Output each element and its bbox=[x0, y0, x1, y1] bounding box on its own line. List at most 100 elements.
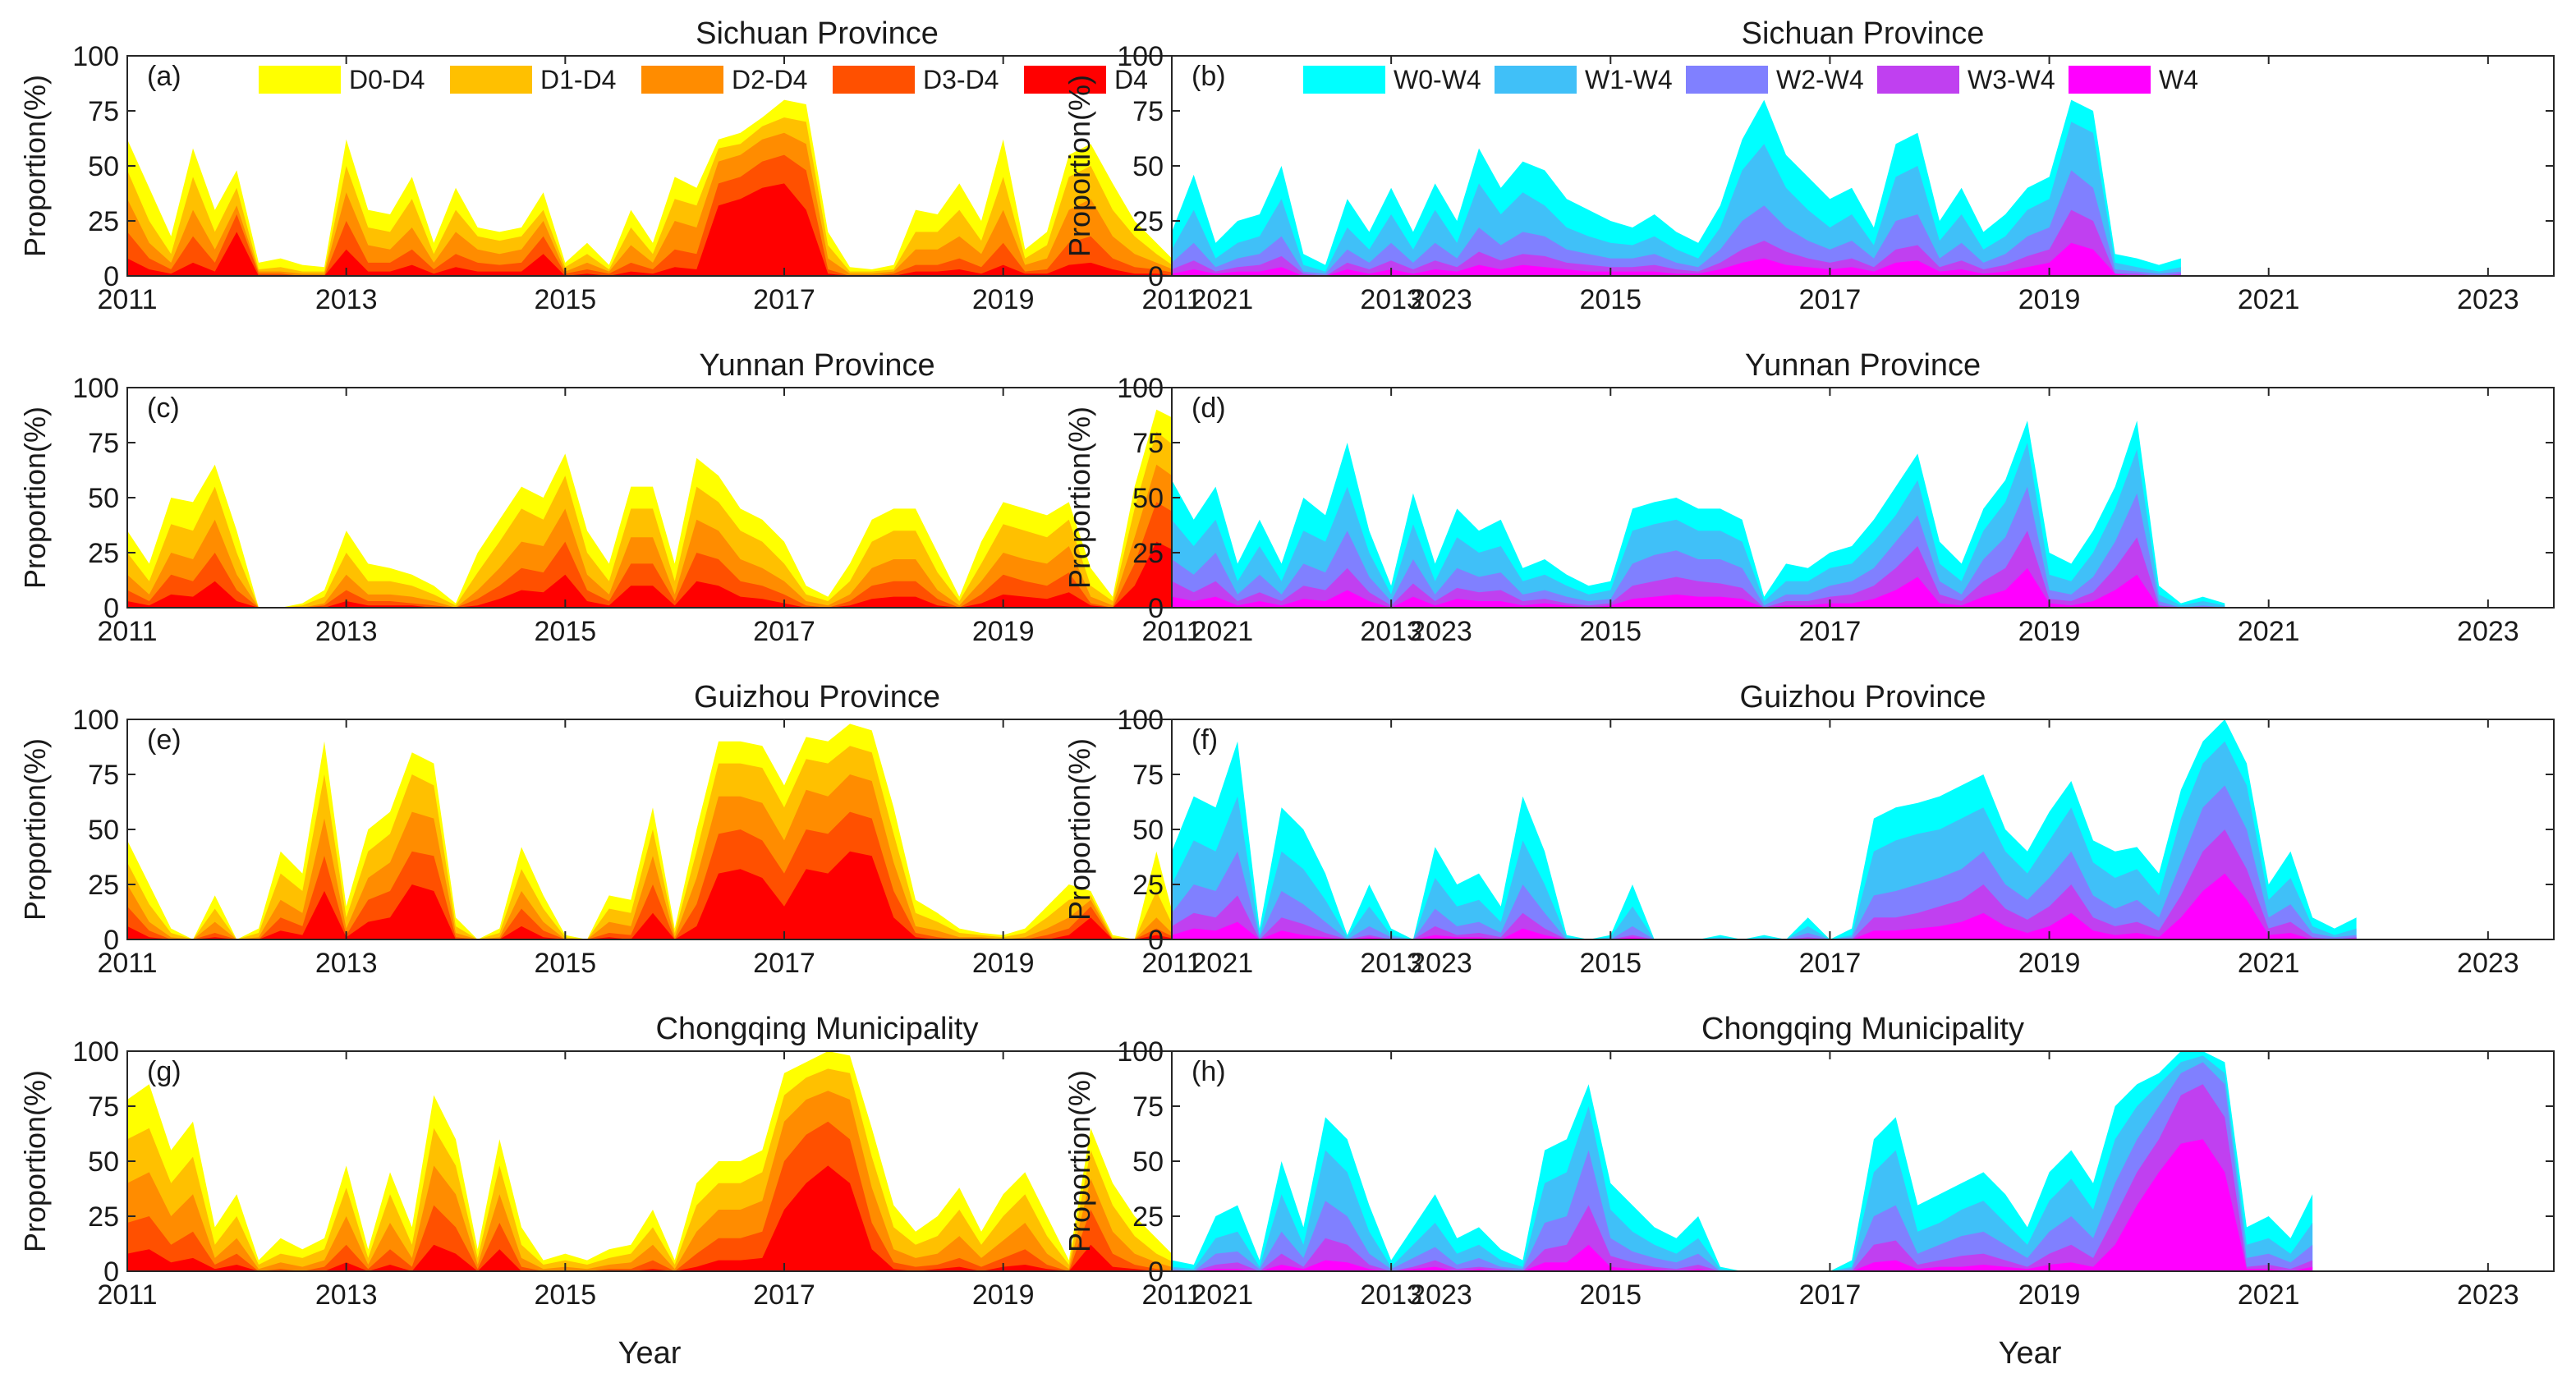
panel-f-ytick-label: 75 bbox=[1132, 760, 1164, 791]
panel-a-legend-swatch-d3-d4 bbox=[833, 66, 915, 94]
panel-a-legend-label-d3-d4: D3-D4 bbox=[923, 65, 999, 94]
panel-g-xtick-label: 2015 bbox=[535, 1279, 597, 1311]
panel-d-ytick-label: 50 bbox=[1132, 483, 1164, 514]
x-axis-label-right: Year bbox=[1999, 1336, 2062, 1371]
panel-c-xtick-label: 2013 bbox=[315, 616, 378, 647]
panel-g-area-d3-d4 bbox=[127, 1121, 1354, 1271]
panel-b-xtick-label: 2011 bbox=[1141, 284, 1201, 315]
panel-a-ytick-label: 75 bbox=[88, 96, 119, 127]
panel-g-ytick-label: 50 bbox=[88, 1146, 119, 1178]
panel-f-ytick-label: 0 bbox=[1148, 925, 1164, 956]
panel-b-legend-label-w2-w4: W2-W4 bbox=[1776, 65, 1864, 94]
panel-a-title: Sichuan Province bbox=[696, 16, 939, 51]
panel-g-xtick-label: 2011 bbox=[97, 1279, 157, 1311]
panel-b-title: Sichuan Province bbox=[1742, 16, 1985, 51]
panel-h-xtick-label: 2015 bbox=[1579, 1279, 1642, 1311]
panel-b-legend-label-w0-w4: W0-W4 bbox=[1394, 65, 1481, 94]
panel-f-xtick-label: 2011 bbox=[1141, 948, 1201, 979]
panel-h-area-w4 bbox=[1172, 1139, 2313, 1271]
panel-f: 0 25 50 75 100 2011 2013 2015 2017 2019 2021 2023 Pr… bbox=[1063, 680, 2555, 979]
panel-g-xtick-label: 2023 bbox=[1410, 1279, 1472, 1311]
panel-g-ytick-label: 100 bbox=[72, 1036, 119, 1068]
panel-h-xtick-label: 2023 bbox=[2457, 1279, 2519, 1311]
panel-b-legend-swatch-w2-w4 bbox=[1686, 66, 1768, 94]
panel-d-xtick-label: 2019 bbox=[2018, 616, 2081, 647]
panel-a-legend-label-d1-d4: D1-D4 bbox=[540, 65, 616, 94]
panel-b-legend-label-w3-w4: W3-W4 bbox=[1968, 65, 2055, 94]
panel-f-y-axis-label: Proportion(%) bbox=[1063, 738, 1096, 921]
panel-c-ytick-label: 100 bbox=[72, 373, 119, 404]
panel-h-title: Chongqing Municipality bbox=[1701, 1012, 2024, 1046]
panel-g-area-d4 bbox=[127, 1165, 1354, 1271]
panel-g-xtick-label: 2021 bbox=[1192, 1279, 1254, 1311]
panel-c-ytick-label: 25 bbox=[88, 538, 119, 569]
panel-e-xtick-label: 2013 bbox=[315, 948, 378, 979]
panel-d-xtick-label: 2013 bbox=[1360, 616, 1422, 647]
panel-b-ytick-label: 100 bbox=[1117, 41, 1164, 72]
panel-c-areas bbox=[127, 409, 1201, 608]
panel-c-ytick-label: 0 bbox=[103, 593, 119, 624]
panel-a-xtick-label: 2023 bbox=[1410, 284, 1472, 315]
panel-e-xtick-label: 2023 bbox=[1410, 948, 1472, 979]
panel-b-xtick-label: 2021 bbox=[2238, 284, 2300, 315]
panel-f-ytick-label: 50 bbox=[1132, 815, 1164, 846]
panel-e-ytick-label: 0 bbox=[103, 925, 119, 956]
panel-a-legend-label-d0-d4: D0-D4 bbox=[349, 65, 425, 94]
panel-a-xtick-label: 2015 bbox=[535, 284, 597, 315]
panel-e-xtick-label: 2015 bbox=[535, 948, 597, 979]
panel-b-xtick-label: 2013 bbox=[1360, 284, 1422, 315]
panel-f-panel-label: (f) bbox=[1192, 724, 1218, 756]
panel-c-panel-label: (c) bbox=[147, 393, 180, 424]
panel-f-ytick-label: 100 bbox=[1117, 705, 1164, 736]
panel-c-ytick-label: 50 bbox=[88, 483, 119, 514]
panel-g-ytick-label: 75 bbox=[88, 1091, 119, 1123]
panel-f-xtick-label: 2023 bbox=[2457, 948, 2519, 979]
panel-a-xtick-label: 2017 bbox=[753, 284, 815, 315]
panel-e-area-d3-d4 bbox=[127, 811, 1398, 939]
panel-f-xtick-label: 2019 bbox=[2018, 948, 2081, 979]
panel-f-xtick-label: 2021 bbox=[2238, 948, 2300, 979]
panel-b-area-w2-w4 bbox=[1172, 170, 2181, 276]
panel-b-legend-swatch-w4 bbox=[2069, 66, 2151, 94]
panel-g-panel-label: (g) bbox=[147, 1056, 181, 1087]
panel-a-legend-swatch-d2-d4 bbox=[641, 66, 723, 94]
panel-c-ytick-label: 75 bbox=[88, 428, 119, 459]
panel-a-xtick-label: 2019 bbox=[972, 284, 1035, 315]
panel-g-y-axis-label: Proportion(%) bbox=[18, 1070, 52, 1252]
panel-e-ytick-label: 75 bbox=[88, 760, 119, 791]
panel-a-xtick-label: 2013 bbox=[315, 284, 378, 315]
panel-a-legend-label-d4: D4 bbox=[1114, 65, 1148, 94]
panel-h-xtick-label: 2011 bbox=[1141, 1279, 1201, 1311]
panel-b-ytick-label: 25 bbox=[1132, 206, 1164, 237]
panel-d-xtick-label: 2011 bbox=[1141, 616, 1201, 647]
panel-e-ytick-label: 50 bbox=[88, 815, 119, 846]
panel-d-area-w0-w4 bbox=[1172, 420, 2225, 608]
panel-d-area-w4 bbox=[1172, 567, 2225, 608]
panel-c-title: Yunnan Province bbox=[699, 348, 934, 383]
panel-c-area-d0-d4 bbox=[127, 409, 1201, 608]
panel-a-xtick-label: 2011 bbox=[97, 284, 157, 315]
panel-a-ytick-label: 50 bbox=[88, 151, 119, 182]
panel-b-legend-label-w4: W4 bbox=[2159, 65, 2198, 94]
panel-d-areas bbox=[1172, 420, 2225, 608]
panel-g-xtick-label: 2013 bbox=[315, 1279, 378, 1311]
panel-a-legend-swatch-d0-d4 bbox=[259, 66, 341, 94]
panel-h-ytick-label: 50 bbox=[1132, 1146, 1164, 1178]
panel-b-legend-swatch-w3-w4 bbox=[1877, 66, 1959, 94]
panel-a-legend-swatch-d4 bbox=[1024, 66, 1106, 94]
panel-b-legend: W0-W4 W1-W4 W2-W4 W3-W4 W4 bbox=[1303, 65, 2198, 94]
panel-b-area-w4 bbox=[1172, 242, 2181, 276]
panel-f-xtick-label: 2013 bbox=[1360, 948, 1422, 979]
panel-f-ytick-label: 25 bbox=[1132, 870, 1164, 901]
panel-h-xtick-label: 2013 bbox=[1360, 1279, 1422, 1311]
panel-f-area-w3-w4 bbox=[1172, 829, 2357, 939]
panel-b-legend-swatch-w1-w4 bbox=[1495, 66, 1577, 94]
panel-e-xtick-label: 2019 bbox=[972, 948, 1035, 979]
panel-a-y-axis-label: Proportion(%) bbox=[18, 75, 52, 257]
panel-d-ytick-label: 100 bbox=[1117, 373, 1164, 404]
panel-e-xtick-label: 2021 bbox=[1192, 948, 1254, 979]
panel-b-ytick-label: 0 bbox=[1148, 261, 1164, 292]
panel-a-ytick-label: 25 bbox=[88, 206, 119, 237]
panel-d-xtick-label: 2023 bbox=[2457, 616, 2519, 647]
